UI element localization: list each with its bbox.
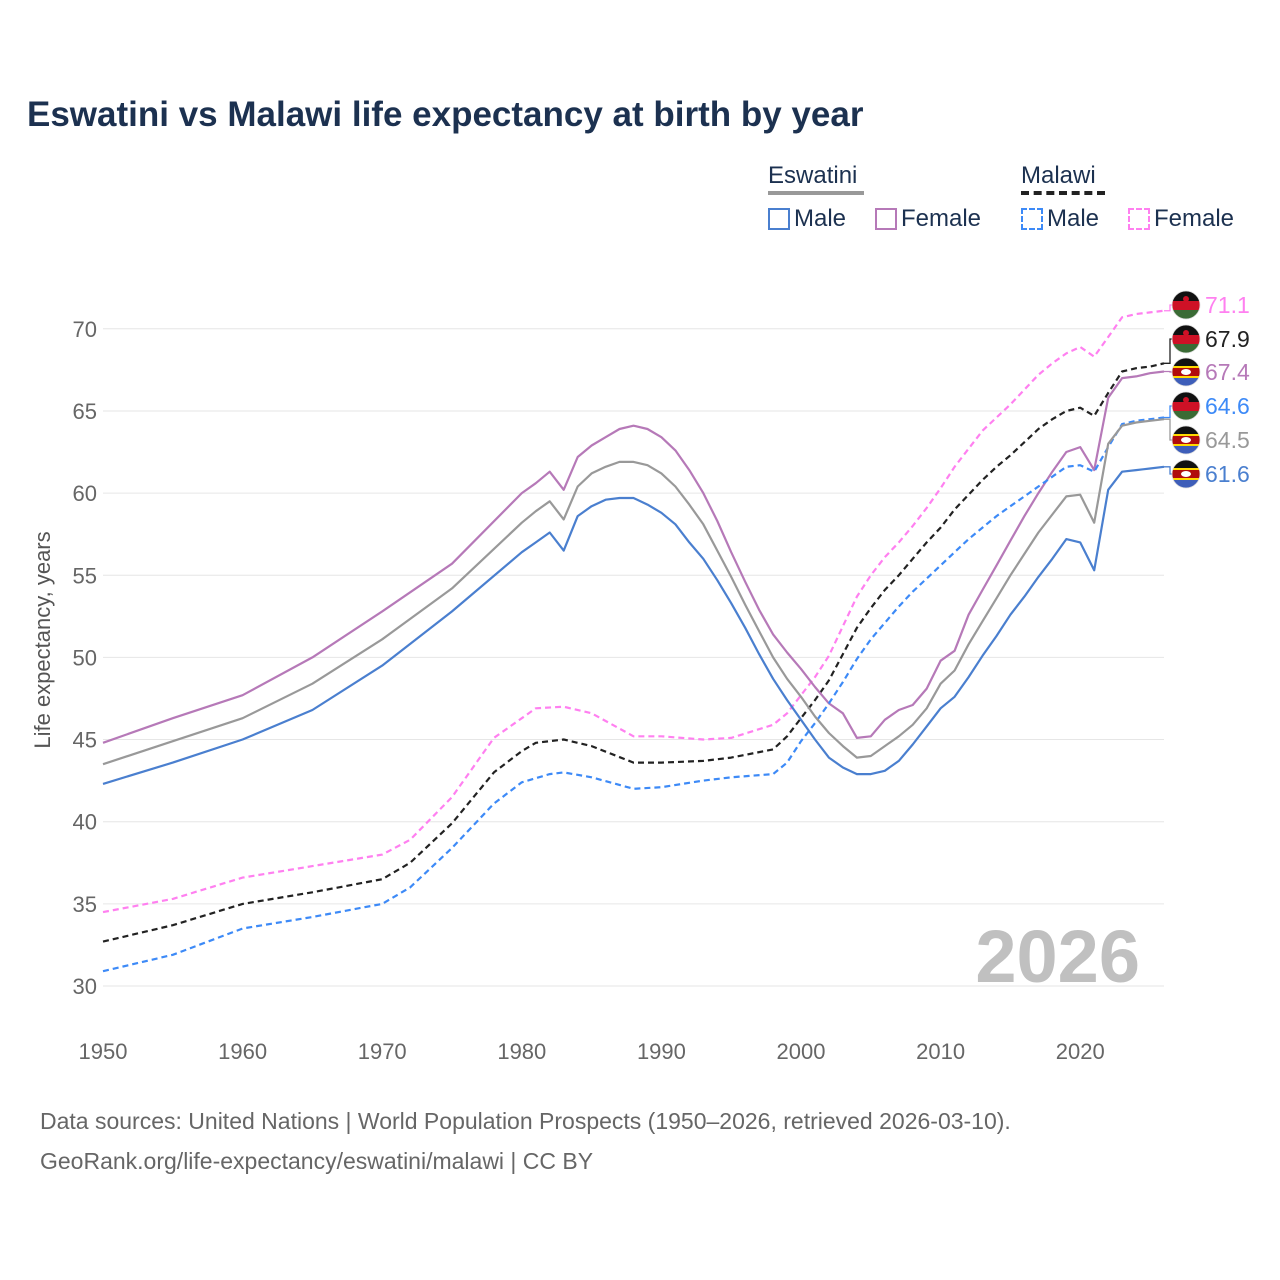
malawi-flag-icon bbox=[1171, 324, 1201, 354]
x-tick-label: 2000 bbox=[777, 1039, 826, 1064]
x-tick-label: 2010 bbox=[916, 1039, 965, 1064]
end-value-label: 61.6 bbox=[1205, 461, 1250, 487]
end-value-label: 67.4 bbox=[1205, 359, 1250, 385]
footer-sources: Data sources: United Nations | World Pop… bbox=[40, 1108, 1011, 1134]
legend-item-malawi-male[interactable]: Male bbox=[1021, 205, 1099, 233]
legend-swatch bbox=[1021, 208, 1043, 230]
legend-line-swatch bbox=[1021, 191, 1105, 195]
y-tick-label: 70 bbox=[73, 317, 97, 342]
y-tick-label: 60 bbox=[73, 481, 97, 506]
legend-item-malawi-female[interactable]: Female bbox=[1128, 205, 1234, 233]
legend-swatch bbox=[768, 208, 790, 230]
series-line-eswatini bbox=[102, 418, 1165, 766]
y-tick-label: 50 bbox=[73, 645, 97, 670]
malawi-flag-icon bbox=[1171, 391, 1201, 421]
series-line-eswatini-female bbox=[102, 370, 1165, 744]
y-axis-label: Life expectancy, years bbox=[30, 531, 55, 748]
y-tick-label: 35 bbox=[73, 892, 97, 917]
series-line-eswatini-male bbox=[102, 465, 1165, 785]
label-connector bbox=[1164, 418, 1176, 441]
eswatini-flag-icon bbox=[1171, 357, 1201, 387]
end-value-label: 67.9 bbox=[1205, 326, 1250, 352]
y-tick-label: 45 bbox=[73, 728, 97, 753]
series-line-malawi-male bbox=[102, 416, 1165, 973]
y-tick-label: 65 bbox=[73, 399, 97, 424]
legend-swatch bbox=[1128, 208, 1150, 230]
label-connector bbox=[1164, 304, 1176, 312]
legend-label: Male bbox=[794, 205, 847, 232]
label-connector bbox=[1164, 338, 1176, 364]
y-tick-label: 55 bbox=[73, 563, 97, 588]
y-tick-label: 30 bbox=[73, 974, 97, 999]
chart-title: Eswatini vs Malawi life expectancy at bi… bbox=[27, 95, 864, 134]
legend-swatch bbox=[875, 208, 897, 230]
eswatini-flag-icon bbox=[1171, 459, 1201, 489]
x-tick-label: 2020 bbox=[1056, 1039, 1105, 1064]
end-value-label: 64.6 bbox=[1205, 393, 1250, 419]
legend-line-swatch bbox=[768, 191, 864, 195]
legend-group-label: Eswatini bbox=[768, 162, 858, 189]
legend-group-eswatini: Eswatini bbox=[768, 162, 864, 195]
legend-label: Male bbox=[1047, 205, 1100, 232]
legend-item-eswatini-male[interactable]: Male bbox=[768, 205, 846, 233]
year-watermark: 2026 bbox=[975, 915, 1140, 998]
footer-link[interactable]: GeoRank.org/life-expectancy/eswatini/mal… bbox=[40, 1148, 594, 1174]
x-tick-label: 1970 bbox=[358, 1039, 407, 1064]
legend-group-malawi: Malawi bbox=[1021, 162, 1105, 195]
end-value-label: 64.5 bbox=[1205, 427, 1250, 453]
x-tick-label: 1990 bbox=[637, 1039, 686, 1064]
series-line-malawi-female bbox=[102, 309, 1165, 914]
malawi-flag-icon bbox=[1171, 290, 1201, 320]
x-tick-label: 1950 bbox=[79, 1039, 128, 1064]
series-line-malawi bbox=[102, 362, 1165, 943]
legend-group-label: Malawi bbox=[1021, 162, 1096, 189]
end-value-label: 71.1 bbox=[1205, 292, 1250, 318]
y-tick-label: 40 bbox=[73, 810, 97, 835]
eswatini-flag-icon bbox=[1171, 425, 1201, 455]
legend-label: Female bbox=[1154, 205, 1235, 232]
x-tick-label: 1960 bbox=[218, 1039, 267, 1064]
legend-item-eswatini-female[interactable]: Female bbox=[875, 205, 981, 233]
x-tick-label: 1980 bbox=[497, 1039, 546, 1064]
label-connector bbox=[1164, 405, 1176, 419]
label-connector bbox=[1164, 466, 1176, 475]
legend-label: Female bbox=[901, 205, 982, 232]
